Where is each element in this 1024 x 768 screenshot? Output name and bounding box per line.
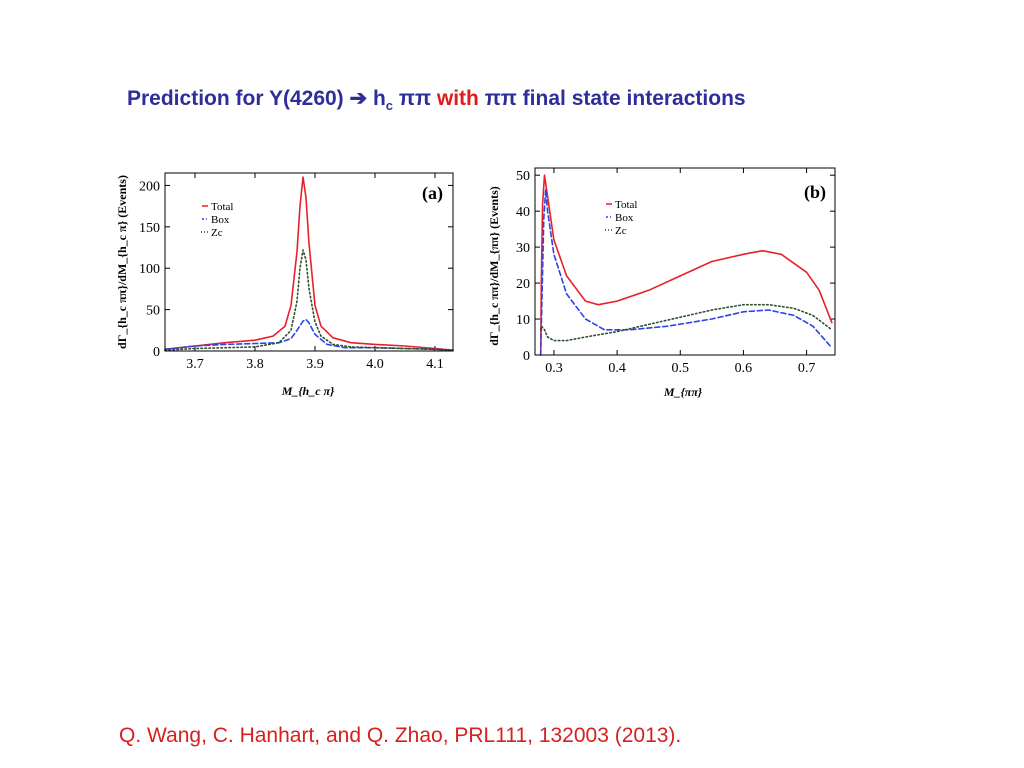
legend-box: Box: [615, 212, 634, 224]
y-tick-label: 150: [139, 221, 160, 236]
y-tick-label: 30: [516, 241, 530, 256]
x-axis-label: M_{h_c π}: [281, 384, 335, 398]
legend-total: Total: [615, 199, 637, 211]
x-tick-label: 3.9: [306, 357, 324, 372]
x-tick-label: 3.7: [186, 357, 204, 372]
series-line-total: [539, 174, 833, 356]
citation: Q. Wang, C. Hanhart, and Q. Zhao, PRL111…: [119, 724, 682, 747]
y-axis-label: dΓ_{h_c ππ}/dM_{ππ} (Events): [487, 186, 501, 346]
x-tick-label: 0.6: [735, 361, 753, 376]
y-tick-label: 0: [153, 345, 160, 360]
x-tick-label: 0.5: [672, 361, 690, 376]
y-tick-label: 20: [516, 277, 530, 292]
x-tick-label: 4.0: [366, 357, 384, 372]
series-line-box: [539, 188, 833, 356]
legend-total: Total: [211, 201, 233, 213]
title-accent-with: with: [436, 87, 479, 110]
x-tick-label: 3.8: [246, 357, 264, 372]
x-tick-label: 0.3: [545, 361, 563, 376]
legend-zc: Zc: [615, 225, 627, 237]
chart-panel-a: 3.7 3.8 3.9 4.0 4.1 0 50 100 150 200 (a) Total Bo…: [115, 172, 454, 398]
legend-box: Box: [211, 214, 230, 226]
x-tick-label: 0.7: [798, 361, 816, 376]
legend: Total Box Zc: [201, 201, 233, 239]
y-axis-label: dΓ_{h_c ππ}/dM_{h_c π} (Events): [115, 175, 129, 349]
title-subscript: c: [385, 98, 394, 114]
x-tick-label: 0.4: [608, 361, 626, 376]
title-text-3: ππ: [393, 87, 437, 110]
title-text-4: ππ final state interactions: [478, 87, 746, 110]
y-tick-label: 100: [139, 262, 160, 277]
legend-zc: Zc: [211, 227, 223, 239]
series-line-total: [164, 176, 454, 351]
arrow-icon: ➔: [349, 87, 368, 110]
y-tick-label: 0: [523, 349, 530, 364]
x-axis-label: M_{ππ}: [663, 385, 703, 399]
y-tick-label: 50: [516, 169, 530, 184]
chart-panel-b: 0.3 0.4 0.5 0.6 0.7 0 10 20 30 40 50 (b) Total Box…: [487, 167, 836, 399]
series-line-box: [164, 318, 454, 351]
legend: Total Box Zc: [605, 199, 637, 237]
title-text-2: h: [367, 87, 386, 110]
y-tick-label: 40: [516, 205, 530, 220]
panel-label: (b): [804, 182, 826, 203]
x-tick-label: 4.1: [426, 357, 444, 372]
plot-frame: [534, 167, 836, 356]
title-text-1: Prediction for Y(4260): [127, 87, 350, 110]
panel-label: (a): [422, 183, 443, 204]
y-tick-label: 10: [516, 313, 530, 328]
slide-title: Prediction for Y(4260) ➔ hc ππ with ππ f…: [127, 86, 746, 113]
plot-frame: [164, 172, 454, 352]
y-tick-label: 200: [139, 179, 160, 194]
y-tick-label: 50: [146, 304, 160, 319]
series-line-zc: [539, 303, 833, 342]
series-line-zc: [164, 249, 454, 351]
